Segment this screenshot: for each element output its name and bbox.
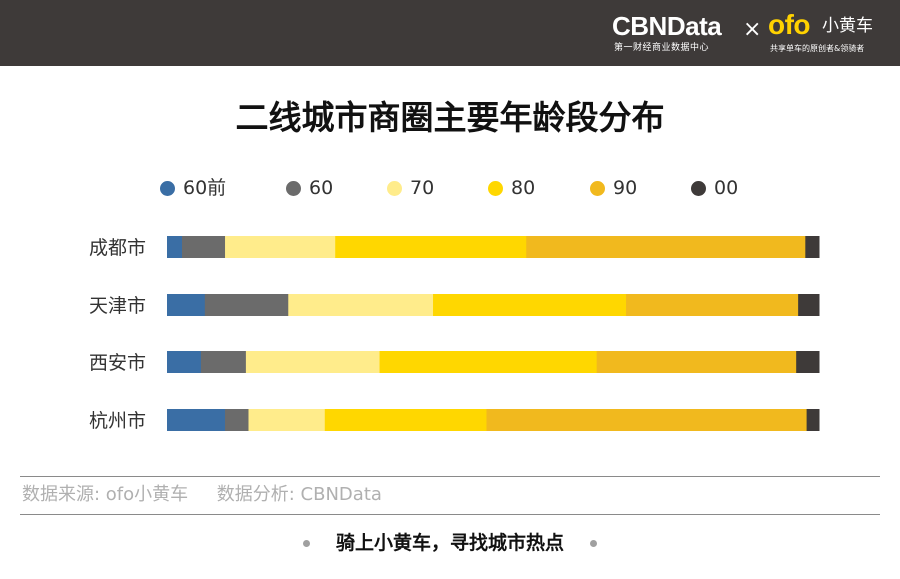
legend-swatch-70: [387, 180, 402, 196]
legend-label: 00: [714, 177, 739, 199]
cbndata-tagline: 第一财经商业数据中心: [614, 43, 710, 53]
category-label: 成都市: [89, 237, 146, 259]
bar-segment: [225, 236, 336, 258]
footer-slogan: 骑上小黄车，寻找城市热点: [0, 530, 900, 556]
data-source-note: 数据来源: ofo小黄车 数据分析: CBNData: [22, 484, 382, 505]
legend-swatch-60-before: [160, 180, 175, 196]
footer-text: 骑上小黄车，寻找城市热点: [335, 532, 564, 554]
bar-segment: [433, 294, 627, 316]
bar-segment: [379, 351, 598, 373]
bar-segment: [526, 236, 806, 258]
legend-label: 60: [309, 177, 334, 199]
legend-label: 60前: [183, 177, 227, 199]
ofo-logo-cn: 小黄车: [822, 16, 873, 36]
bar-segment: [335, 236, 527, 258]
legend-item-00: 00: [691, 176, 738, 200]
divider-bottom: [20, 514, 880, 515]
bar-segment: [167, 294, 206, 316]
bar-segment: [182, 236, 226, 258]
bar-segment: [626, 294, 799, 316]
divider-top: [20, 476, 880, 477]
bar-segment: [200, 351, 247, 373]
bar-segment: [806, 409, 820, 431]
bar-segment: [805, 236, 820, 258]
category-label: 杭州市: [89, 410, 146, 432]
bar-segment: [204, 294, 289, 316]
bar-segment: [245, 351, 381, 373]
header-bar: CBNData 第一财经商业数据中心 × ofo 小黄车 共享单车的原创者&领骑…: [0, 0, 900, 66]
legend-item-90: 90: [590, 176, 637, 200]
bar-segment: [796, 351, 820, 373]
bar-segment: [596, 351, 797, 373]
ofo-tagline: 共享单车的原创者&领骑者: [770, 44, 865, 53]
chart-title: 二线城市商圈主要年龄段分布: [235, 98, 665, 137]
legend-swatch-80: [488, 180, 503, 196]
legend-label: 80: [511, 177, 536, 199]
bullet-dot-right: [590, 540, 597, 547]
bar-segment: [288, 294, 434, 316]
cbndata-logo: CBNData: [612, 11, 722, 41]
legend-swatch-60: [286, 180, 301, 196]
bar-segment: [167, 236, 183, 258]
bullet-dot-left: [302, 540, 310, 547]
legend-item-60: 60: [286, 176, 333, 200]
legend-item-60-before: 60前: [160, 176, 226, 200]
bar-segment: [225, 409, 249, 431]
legend-label: 70: [410, 177, 435, 199]
bar-segment: [167, 351, 202, 373]
bar-segment: [248, 409, 326, 431]
cross-icon: ×: [743, 17, 762, 42]
bar-segment: [324, 409, 487, 431]
bar-segment: [167, 409, 226, 431]
ofo-logo: ofo: [768, 9, 811, 40]
legend-item-70: 70: [387, 176, 434, 200]
bar-segment: [486, 409, 808, 431]
legend-swatch-00: [691, 180, 706, 196]
legend-label: 90: [613, 177, 638, 199]
legend-item-80: 80: [488, 176, 535, 200]
bar-segment: [798, 294, 820, 316]
category-label: 天津市: [89, 295, 146, 317]
legend-swatch-90: [590, 180, 605, 196]
category-label: 西安市: [89, 352, 146, 374]
